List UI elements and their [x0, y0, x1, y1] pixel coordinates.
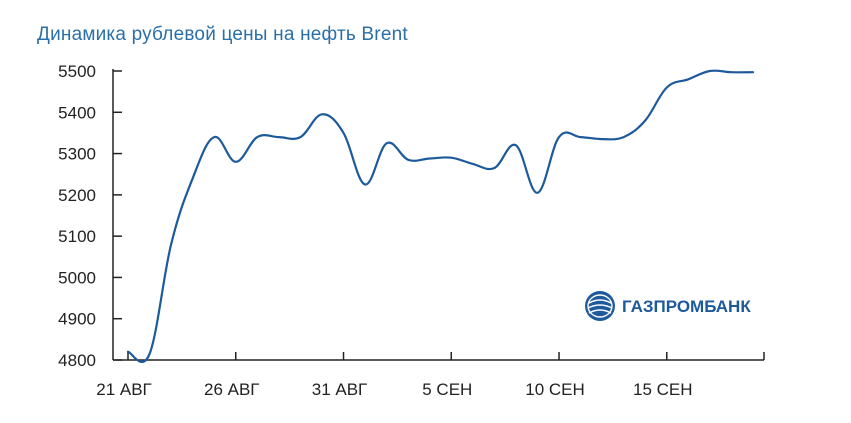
data-point [170, 243, 172, 245]
x-tick-label: 10 СЕН [525, 380, 585, 399]
data-point [429, 157, 431, 159]
data-point [148, 353, 150, 355]
data-point [256, 136, 258, 138]
x-tick-label: 5 СЕН [422, 380, 472, 399]
data-point [278, 136, 280, 138]
y-tick-label: 4900 [58, 310, 96, 329]
data-point [407, 159, 409, 161]
y-axis-ticks: 4800 4900 5000 5100 5200 5300 5400 5500 [58, 62, 122, 370]
x-tick-label: 15 СЕН [633, 380, 693, 399]
x-tick-label: 21 АВГ [96, 380, 152, 399]
data-point [127, 351, 129, 353]
y-tick-label: 5300 [58, 145, 96, 164]
data-point [536, 192, 538, 194]
data-point [493, 167, 495, 169]
data-point [579, 136, 581, 138]
data-point [299, 136, 301, 138]
axes [112, 69, 765, 361]
y-tick-label: 5100 [58, 227, 96, 246]
y-tick-label: 4800 [58, 351, 96, 370]
series-line [126, 69, 755, 363]
data-point [623, 136, 625, 138]
data-point [342, 132, 344, 134]
data-point [515, 144, 517, 146]
y-tick-label: 5000 [58, 268, 96, 287]
data-point [666, 86, 668, 88]
data-point [192, 177, 194, 179]
data-point [687, 78, 689, 80]
data-point [472, 163, 474, 165]
gazprombank-globe-icon [585, 291, 615, 321]
y-tick-label: 5200 [58, 186, 96, 205]
chart-title: Динамика рублевой цены на нефть Brent [37, 24, 408, 45]
data-point [364, 183, 366, 185]
data-point [730, 71, 732, 73]
data-point [321, 113, 323, 115]
data-point [709, 70, 711, 72]
y-tick-label: 5400 [58, 103, 96, 122]
data-point [450, 157, 452, 159]
x-tick-label: 26 АВГ [204, 380, 260, 399]
data-point [235, 161, 237, 163]
data-point [644, 119, 646, 121]
data-point [385, 142, 387, 144]
bank-logo-text: ГАЗПРОМБАНК [622, 297, 751, 316]
data-point [752, 71, 754, 73]
x-tick-label: 31 АВГ [312, 380, 368, 399]
data-point [213, 136, 215, 138]
bank-logo: ГАЗПРОМБАНК [585, 291, 751, 321]
data-point [601, 138, 603, 140]
y-tick-label: 5500 [58, 62, 96, 81]
x-axis-ticks: 21 АВГ 26 АВГ 31 АВГ 5 СЕН 10 СЕН 15 СЕН [96, 352, 693, 399]
data-point [558, 136, 560, 138]
